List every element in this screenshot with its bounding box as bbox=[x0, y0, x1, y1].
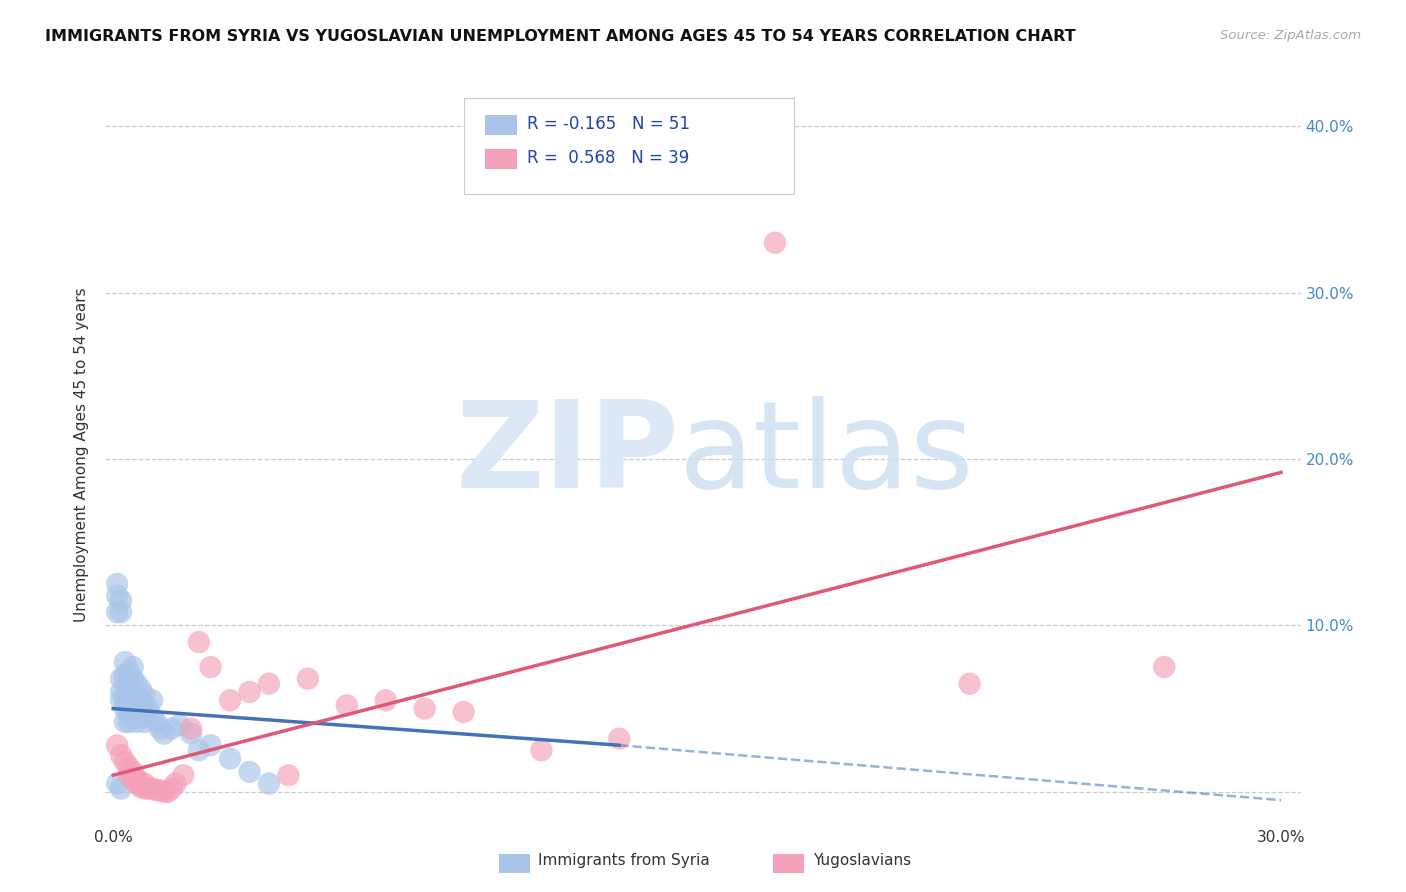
Point bbox=[129, 710, 152, 724]
Point bbox=[121, 685, 143, 699]
Point bbox=[959, 676, 981, 690]
Point bbox=[530, 743, 553, 757]
Text: Yugoslavians: Yugoslavians bbox=[813, 854, 911, 868]
Point bbox=[149, 783, 172, 797]
Point bbox=[153, 726, 176, 740]
Point bbox=[105, 577, 128, 591]
Point bbox=[136, 781, 159, 796]
Point bbox=[149, 722, 172, 736]
Point bbox=[110, 672, 132, 686]
Point bbox=[110, 693, 132, 707]
Point bbox=[105, 589, 128, 603]
Point bbox=[114, 714, 136, 729]
Point bbox=[118, 676, 141, 690]
Point bbox=[453, 705, 475, 719]
Point bbox=[374, 693, 396, 707]
Point bbox=[134, 781, 156, 796]
Point bbox=[297, 672, 319, 686]
Y-axis label: Unemployment Among Ages 45 to 54 years: Unemployment Among Ages 45 to 54 years bbox=[75, 287, 90, 623]
Point bbox=[153, 785, 176, 799]
Text: R =  0.568   N = 39: R = 0.568 N = 39 bbox=[527, 149, 689, 167]
Point bbox=[172, 768, 194, 782]
Point bbox=[134, 701, 156, 715]
Point bbox=[114, 693, 136, 707]
Point bbox=[277, 768, 299, 782]
Point bbox=[121, 672, 143, 686]
Point bbox=[114, 668, 136, 682]
Point bbox=[125, 701, 148, 715]
Point bbox=[125, 776, 148, 790]
Text: IMMIGRANTS FROM SYRIA VS YUGOSLAVIAN UNEMPLOYMENT AMONG AGES 45 TO 54 YEARS CORR: IMMIGRANTS FROM SYRIA VS YUGOSLAVIAN UNE… bbox=[45, 29, 1076, 44]
Point bbox=[121, 660, 143, 674]
Point bbox=[238, 764, 260, 779]
Point bbox=[118, 665, 141, 679]
Point bbox=[118, 768, 141, 782]
Point bbox=[141, 693, 163, 707]
Point bbox=[180, 726, 202, 740]
Point bbox=[134, 776, 156, 790]
Point bbox=[336, 698, 359, 713]
Point bbox=[114, 701, 136, 715]
Point bbox=[160, 722, 183, 736]
Point bbox=[105, 605, 128, 619]
Point bbox=[238, 685, 260, 699]
Point bbox=[129, 780, 152, 794]
Point bbox=[180, 722, 202, 736]
Point bbox=[110, 781, 132, 796]
Point bbox=[134, 689, 156, 703]
Point bbox=[219, 751, 242, 765]
Point bbox=[105, 776, 128, 790]
Point bbox=[169, 718, 191, 732]
Point bbox=[129, 776, 152, 790]
Point bbox=[121, 772, 143, 786]
Point bbox=[121, 693, 143, 707]
Point bbox=[118, 760, 141, 774]
Point bbox=[114, 676, 136, 690]
Point bbox=[219, 693, 242, 707]
Point bbox=[187, 635, 209, 649]
Point bbox=[413, 701, 436, 715]
Point bbox=[607, 731, 630, 746]
Point bbox=[160, 781, 183, 796]
Point bbox=[121, 764, 143, 779]
Point bbox=[156, 785, 179, 799]
Text: ZIP: ZIP bbox=[456, 396, 679, 514]
Point bbox=[114, 755, 136, 769]
Point bbox=[145, 714, 167, 729]
Point bbox=[200, 738, 222, 752]
Point bbox=[125, 689, 148, 703]
Point bbox=[145, 783, 167, 797]
Point bbox=[1153, 660, 1175, 674]
Point bbox=[121, 705, 143, 719]
Point bbox=[110, 685, 132, 699]
Point bbox=[118, 705, 141, 719]
Point bbox=[118, 685, 141, 699]
Text: Immigrants from Syria: Immigrants from Syria bbox=[538, 854, 710, 868]
Point bbox=[125, 676, 148, 690]
Point bbox=[110, 605, 132, 619]
Point bbox=[141, 781, 163, 796]
Point bbox=[114, 655, 136, 669]
Point bbox=[105, 738, 128, 752]
Text: Source: ZipAtlas.com: Source: ZipAtlas.com bbox=[1220, 29, 1361, 42]
Point bbox=[141, 710, 163, 724]
Point bbox=[125, 714, 148, 729]
Point bbox=[165, 776, 187, 790]
Point bbox=[257, 676, 280, 690]
Point bbox=[187, 743, 209, 757]
Point bbox=[763, 235, 786, 250]
Point bbox=[110, 748, 132, 763]
Point bbox=[129, 693, 152, 707]
Point bbox=[129, 681, 152, 696]
Point bbox=[200, 660, 222, 674]
Point bbox=[118, 714, 141, 729]
Point bbox=[257, 776, 280, 790]
Text: R = -0.165   N = 51: R = -0.165 N = 51 bbox=[527, 115, 690, 133]
Text: atlas: atlas bbox=[679, 396, 974, 514]
Point bbox=[136, 701, 159, 715]
Point bbox=[134, 714, 156, 729]
Point bbox=[125, 772, 148, 786]
Point bbox=[118, 693, 141, 707]
Point bbox=[110, 593, 132, 607]
